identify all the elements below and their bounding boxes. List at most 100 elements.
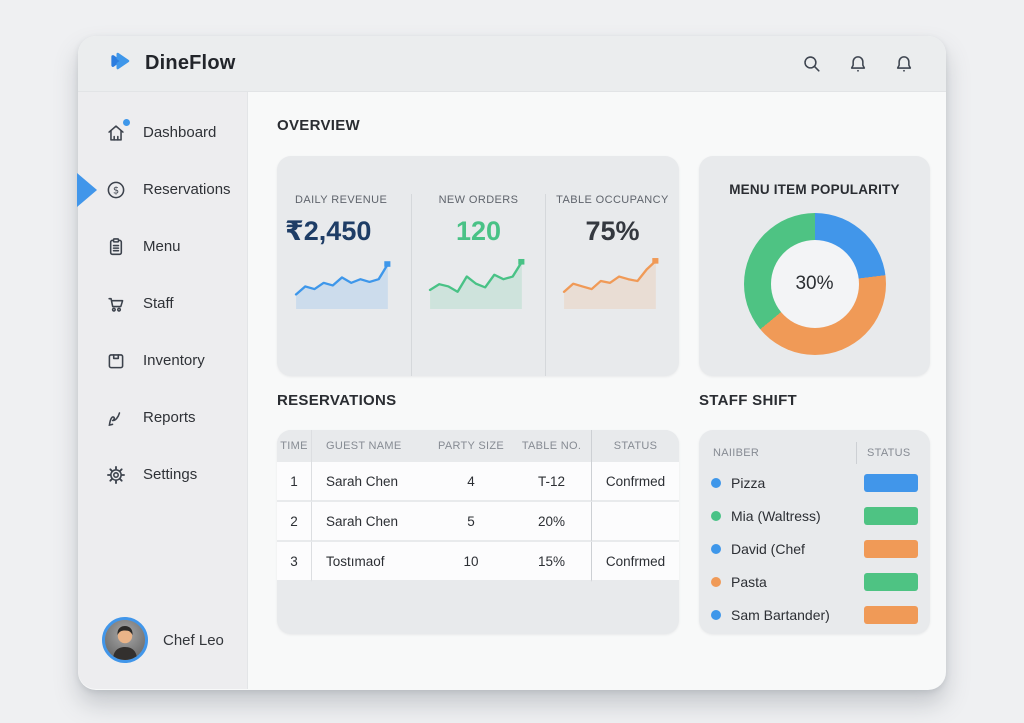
donut-hole: 30%	[770, 240, 859, 328]
gear-icon	[105, 464, 127, 486]
cell-status: Confrmed	[591, 462, 679, 502]
home-icon	[105, 118, 130, 144]
cart-icon	[105, 293, 127, 315]
status-bar	[864, 572, 918, 591]
sidebar-item-inventory[interactable]: Inventory	[78, 332, 247, 389]
stat-label: NEW ORDERS	[438, 194, 519, 206]
stat-new-orders: NEW ORDERS 120	[410, 194, 545, 376]
avatar	[102, 617, 148, 663]
new-orders-sparkline	[429, 258, 525, 309]
stat-label: DAILY REVENUE	[295, 194, 388, 206]
sidebar-item-label: Settings	[143, 466, 198, 483]
staff-shift-card: NAIIBER STATUS Pizza Mia (Waltress)	[699, 430, 930, 634]
staff-name: Pasta	[731, 573, 767, 590]
active-item-marker	[77, 172, 97, 207]
sidebar-item-label: Staff	[143, 295, 174, 312]
status-dot	[711, 510, 721, 521]
staff-row[interactable]: Pasta	[711, 565, 920, 598]
dineflow-logo-icon	[106, 46, 136, 81]
cell-party-size: 5	[430, 502, 512, 542]
sidebar-item-staff[interactable]: Staff	[78, 275, 247, 332]
topbar-icons	[800, 52, 916, 76]
cell-party-size: 10	[430, 542, 512, 582]
stat-value: ₹2,450	[285, 216, 372, 246]
reservations-card: TIME GUEST NAME PARTY SIZE TABLE NO. STA…	[277, 430, 679, 634]
brand[interactable]: DineFlow	[106, 46, 236, 81]
column-header-status: STATUS	[591, 430, 679, 462]
status-bar	[864, 539, 918, 558]
reservations-table: TIME GUEST NAME PARTY SIZE TABLE NO. STA…	[277, 430, 679, 582]
sidebar-item-reservations[interactable]: $ Reservations	[77, 161, 247, 218]
sidebar-item-label: Inventory	[143, 352, 205, 369]
bell-icon[interactable]	[846, 52, 870, 76]
cell-status	[591, 502, 679, 542]
cell-time: 1	[277, 462, 312, 502]
staff-shift-section-title: STAFF SHIFT	[699, 392, 798, 409]
app-window: DineFlow	[77, 36, 946, 690]
sidebar-item-settings[interactable]: Settings	[78, 446, 247, 503]
cell-time: 3	[277, 542, 312, 582]
notification-dot	[123, 118, 130, 126]
staff-name: Pizza	[731, 474, 766, 491]
menu-popularity-title: MENU ITEM POPULARITY	[729, 182, 900, 197]
staff-row[interactable]: Sam Bartander)	[711, 598, 920, 631]
table-occupancy-sparkline	[563, 258, 659, 309]
reservations-section-title: RESERVATIONS	[277, 392, 397, 409]
cell-table-no: 15%	[512, 542, 591, 582]
report-icon	[105, 407, 127, 429]
staff-name: Sam Bartander)	[731, 606, 830, 623]
user-name: Chef Leo	[163, 631, 224, 649]
menu-popularity-card: MENU ITEM POPULARITY 30%	[699, 156, 930, 376]
topbar: DineFlow	[78, 36, 946, 92]
donut-center-label: 30%	[795, 273, 834, 294]
staff-row[interactable]: Mia (Waltress)	[711, 499, 920, 532]
sidebar-item-label: Reports	[143, 409, 196, 426]
staff-name: David (Chef	[731, 540, 805, 557]
svg-text:$: $	[113, 185, 119, 196]
sidebar-item-dashboard[interactable]: Dashboard	[78, 104, 247, 161]
status-bar	[864, 506, 918, 525]
main-content: OVERVIEW DAILY REVENUE ₹2,450	[248, 92, 946, 689]
cell-time: 2	[277, 502, 312, 542]
sidebar-item-menu[interactable]: Menu	[78, 218, 247, 275]
cell-guest-name: Tostımaof	[312, 542, 430, 582]
overview-card: DAILY REVENUE ₹2,450 NEW ORDERS 120	[277, 156, 679, 376]
stat-value: 120	[455, 216, 501, 246]
column-header-guest-name: GUEST NAME	[312, 430, 430, 462]
status-dot	[711, 576, 721, 587]
cell-table-no: 20%	[512, 502, 591, 542]
cell-status: Confrmed	[591, 542, 679, 582]
column-header-party-size: PARTY SIZE	[430, 430, 512, 462]
column-header-naiiber: NAIIBER	[713, 447, 760, 459]
user-profile[interactable]: Chef Leo	[102, 617, 224, 663]
staff-name: Mia (Waltress)	[731, 507, 821, 524]
dollar-circle-icon: $	[105, 179, 127, 201]
overview-section-title: OVERVIEW	[277, 117, 360, 134]
stat-value: 75%	[585, 216, 640, 246]
status-bar	[864, 473, 918, 492]
box-icon	[105, 350, 127, 372]
sidebar: Dashboard $ Reservations	[77, 92, 248, 689]
column-header-status: STATUS	[856, 442, 920, 464]
stat-daily-revenue: DAILY REVENUE ₹2,450	[277, 194, 411, 376]
staff-shift-header: NAIIBER STATUS	[711, 440, 920, 466]
column-header-time: TIME	[277, 430, 312, 462]
status-bar	[864, 605, 918, 624]
sidebar-item-label: Reservations	[143, 181, 231, 198]
app-title: DineFlow	[145, 52, 236, 74]
stat-table-occupancy: TABLE OCCUPANCY 75%	[544, 194, 679, 376]
staff-row[interactable]: David (Chef	[711, 532, 920, 565]
sidebar-item-reports[interactable]: Reports	[78, 389, 247, 446]
daily-revenue-sparkline	[294, 261, 391, 309]
cell-table-no: T-12	[512, 462, 591, 502]
menu-popularity-chart: 30%	[743, 213, 886, 355]
cell-party-size: 4	[430, 462, 512, 502]
bell-icon[interactable]	[892, 52, 916, 76]
search-icon[interactable]	[800, 52, 824, 76]
status-dot	[711, 609, 721, 620]
cell-guest-name: Sarah Chen	[312, 502, 430, 542]
column-header-table-no: TABLE NO.	[512, 430, 591, 462]
clipboard-icon	[105, 236, 127, 258]
cell-guest-name: Sarah Chen	[312, 462, 430, 502]
staff-row[interactable]: Pizza	[711, 466, 920, 499]
